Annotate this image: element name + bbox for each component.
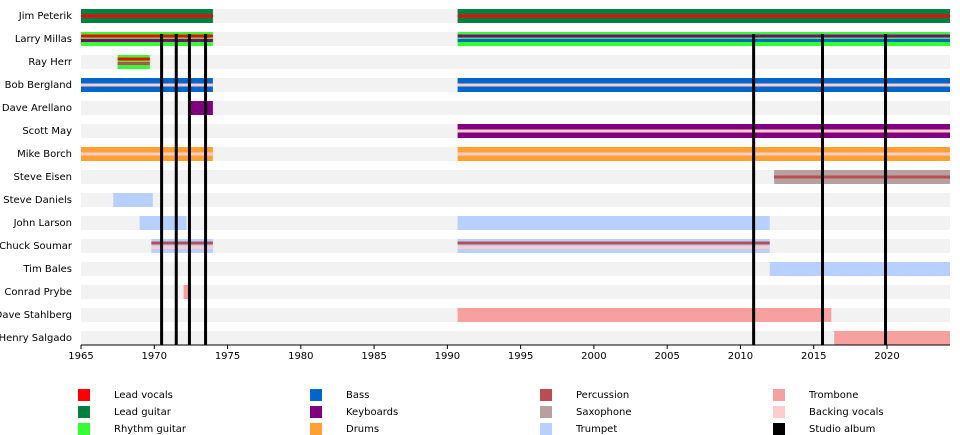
membership-bar <box>769 262 950 276</box>
legend-swatch <box>310 406 322 418</box>
legend-swatch <box>540 389 552 401</box>
legend-label: Studio album <box>809 424 875 435</box>
member-name: Bob Bergland <box>5 80 72 91</box>
row-band <box>81 101 950 115</box>
membership-bar <box>834 331 950 345</box>
legend-label: Lead guitar <box>114 407 172 418</box>
row-band <box>81 193 950 207</box>
role-stripe <box>457 14 950 18</box>
x-tick-label: 2005 <box>654 351 679 362</box>
legend-label: Trombone <box>808 390 858 401</box>
role-stripe <box>81 83 213 87</box>
member-name: Scott May <box>22 126 72 137</box>
role-stripe <box>457 129 950 133</box>
legend-swatch <box>78 423 90 435</box>
x-tick-label: 2010 <box>728 351 753 362</box>
member-name: Tim Bales <box>22 264 72 275</box>
role-stripe <box>117 62 150 65</box>
legend-label: Keyboards <box>346 407 398 418</box>
x-tick-label: 2015 <box>801 351 826 362</box>
legend-swatch <box>773 406 785 418</box>
legend-swatch <box>310 389 322 401</box>
role-stripe <box>457 39 950 42</box>
row-band <box>81 55 950 69</box>
row-band <box>81 331 950 345</box>
legend-swatch <box>540 423 552 435</box>
membership-bar <box>457 308 832 322</box>
member-name: Steve Eisen <box>14 172 72 183</box>
membership-bar <box>183 285 188 299</box>
member-name: Jim Peterik <box>18 11 72 22</box>
membership-bar <box>113 193 153 207</box>
x-tick-label: 1975 <box>215 351 240 362</box>
member-name: Chuck Soumar <box>0 241 73 252</box>
legend-swatch <box>540 406 552 418</box>
row-band <box>81 170 950 184</box>
x-tick-label: 1995 <box>508 351 533 362</box>
x-tick-label: 2000 <box>581 351 606 362</box>
legend-label: Saxophone <box>576 407 632 418</box>
x-tick-label: 2020 <box>874 351 899 362</box>
member-name: John Larson <box>13 218 72 229</box>
x-tick-label: 1985 <box>361 351 386 362</box>
role-stripe <box>151 241 213 245</box>
role-stripe <box>81 39 213 42</box>
role-stripe <box>81 152 213 156</box>
x-tick-label: 1970 <box>142 351 167 362</box>
role-stripe <box>117 57 150 61</box>
legend-label: Drums <box>346 424 379 435</box>
role-stripe <box>81 14 213 18</box>
legend-label: Percussion <box>576 390 629 401</box>
member-name: Steve Daniels <box>3 195 72 206</box>
role-stripe <box>151 246 213 249</box>
legend-label: Trumpet <box>575 424 617 435</box>
member-name: Mike Borch <box>17 149 72 160</box>
role-stripe <box>457 246 770 249</box>
member-name: Henry Salgado <box>0 333 72 344</box>
x-tick-label: 1980 <box>288 351 313 362</box>
role-stripe <box>81 34 213 38</box>
row-band <box>81 262 950 276</box>
legend-swatch <box>78 406 90 418</box>
member-name: Dave Stahlberg <box>0 310 72 321</box>
x-tick-label: 1965 <box>68 351 93 362</box>
legend-label: Rhythm guitar <box>114 424 187 435</box>
role-stripe <box>457 241 770 245</box>
member-name: Dave Arellano <box>2 103 72 114</box>
row-band <box>81 285 950 299</box>
x-tick-label: 1990 <box>435 351 460 362</box>
role-stripe <box>457 34 950 38</box>
legend-label: Bass <box>346 390 369 401</box>
legend-swatch <box>773 423 785 435</box>
legend-swatch <box>310 423 322 435</box>
legend-swatch <box>773 389 785 401</box>
membership-bar <box>457 216 770 230</box>
legend-label: Lead vocals <box>114 390 173 401</box>
legend-swatch <box>78 389 90 401</box>
membership-bar <box>189 101 213 115</box>
role-stripe <box>457 83 950 87</box>
role-stripe <box>457 152 950 156</box>
member-name: Ray Herr <box>28 57 73 68</box>
legend-label: Backing vocals <box>809 407 884 418</box>
member-name: Conrad Prybe <box>4 287 72 298</box>
role-stripe <box>774 175 950 179</box>
member-name: Larry Millas <box>15 34 72 45</box>
